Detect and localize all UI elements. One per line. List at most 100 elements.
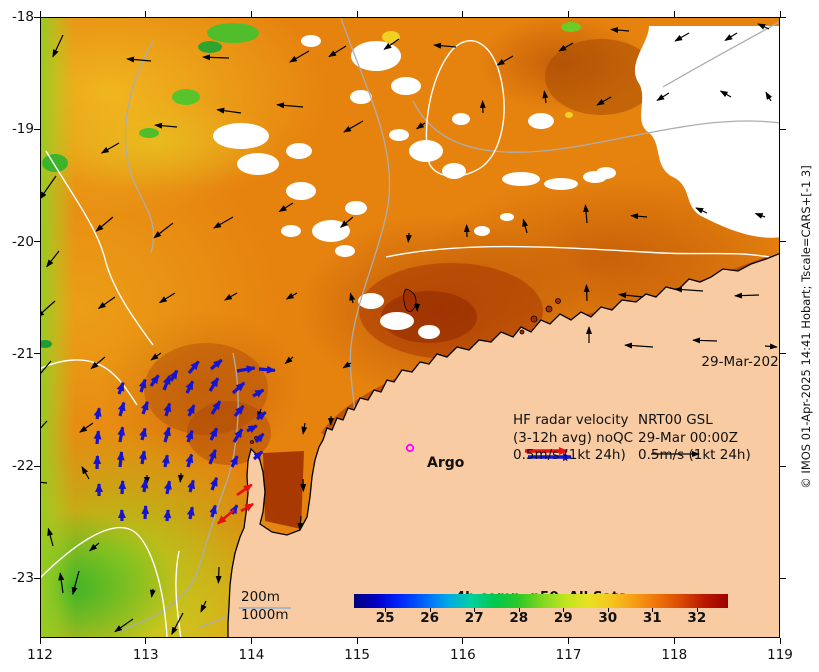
no-data-cloud-patch: [596, 167, 616, 179]
y-tick-label: -22: [11, 458, 34, 475]
colorbar-tick: [429, 608, 431, 612]
geostrophic-current-arrow: [583, 204, 590, 224]
hf-radar-velocity-arrow: [117, 401, 126, 417]
geostrophic-current-arrow: [89, 542, 100, 552]
geostrophic-current-arrow: [583, 284, 590, 302]
x-axis-tick-top: [779, 11, 781, 17]
no-data-cloud-patch: [312, 220, 350, 242]
hf-radar-velocity-arrow-red: [217, 509, 235, 525]
geostrophic-current-arrow: [496, 55, 514, 66]
geostrophic-current-arrow: [150, 352, 162, 361]
geostrophic-current-arrow: [610, 27, 630, 34]
warm-sst-patch: [263, 451, 304, 529]
warm-sst-patch: [187, 401, 271, 465]
hf-legend-line1: HF radar velocity: [513, 412, 629, 428]
white-contour: [175, 550, 182, 637]
geostrophic-current-arrow: [542, 90, 549, 104]
hf-radar-velocity-arrow: [209, 358, 223, 371]
colorbar-tick: [474, 608, 476, 612]
geostrophic-current-arrow: [71, 570, 80, 596]
geostrophic-current-arrow: [58, 572, 65, 594]
geostrophic-current-arrow: [79, 422, 94, 433]
no-data-cloud-patch: [389, 129, 409, 141]
geostrophic-current-arrow: [764, 343, 778, 350]
hf-radar-velocity-arrow: [232, 428, 244, 443]
hf-radar-velocity-arrow: [209, 504, 217, 518]
y-axis-tick: [34, 16, 40, 18]
no-data-cloud-patch: [418, 325, 440, 339]
no-data-cloud-patch: [500, 213, 514, 221]
hf-radar-velocity-arrow: [208, 377, 220, 392]
geostrophic-current-arrow: [216, 107, 242, 114]
y-tick-label: -18: [11, 9, 34, 25]
argo-float-marker: [405, 443, 415, 453]
depth-1000m-label: 1000m: [241, 607, 289, 623]
x-axis-tick: [356, 638, 358, 644]
map-overlay-svg: [41, 18, 779, 637]
y-axis-tick: [34, 128, 40, 130]
hf-radar-velocity-arrow: [164, 480, 172, 495]
hf-radar-velocity-arrow: [141, 505, 150, 520]
colorbar-tick-label: 30: [598, 610, 618, 626]
bathymetry-contour: [124, 40, 155, 254]
geostrophic-current-arrow: [171, 612, 184, 636]
white-contour: [41, 526, 168, 637]
no-data-cloud-patch: [345, 201, 367, 215]
hf-radar-velocity-arrow: [140, 479, 149, 493]
no-data-cloud-patch: [286, 143, 312, 159]
geostrophic-current-arrow: [114, 618, 134, 633]
y-axis-tick: [34, 577, 40, 579]
hf-radar-velocity-arrow: [185, 380, 195, 394]
geostrophic-current-arrow: [41, 420, 48, 429]
geostrophic-current-arrow: [97, 296, 116, 310]
hf-radar-velocity-arrow: [231, 381, 246, 395]
hf-radar-velocity-arrow: [187, 360, 200, 375]
colorbar-tick-label: 29: [553, 610, 573, 626]
geostrophic-current-arrow: [596, 96, 612, 106]
gsl-legend-line1: NRT00 GSL: [638, 412, 713, 428]
x-axis-tick-top: [568, 11, 570, 17]
geostrophic-current-arrow: [285, 292, 298, 300]
bathymetry-contour: [118, 352, 239, 632]
cool-sst-patch: [207, 23, 259, 43]
geostrophic-current-arrow: [695, 207, 708, 214]
gsl-legend-line2: 29-Mar 00:00Z: [638, 429, 738, 446]
x-tick-label: 117: [555, 647, 582, 663]
geostrophic-current-arrow: [618, 292, 644, 299]
hf-radar-velocity-arrow: [139, 427, 147, 441]
geostrophic-current-arrow: [765, 91, 773, 102]
geostrophic-current-arrow: [153, 222, 174, 239]
hf-radar-velocity-arrow: [233, 405, 245, 418]
hf-radar-velocity-arrow: [118, 480, 127, 495]
colorbar-tick: [385, 608, 387, 612]
y-axis-tick-right: [780, 241, 786, 243]
island: [545, 305, 553, 313]
x-axis-tick: [673, 638, 675, 644]
hf-radar-velocity-arrow: [254, 432, 265, 444]
geostrophic-current-arrow: [349, 292, 356, 304]
no-data-cloud-patch: [502, 172, 540, 186]
hf-radar-velocity-arrow: [117, 426, 126, 443]
x-axis-tick-top: [250, 11, 252, 17]
colorbar-tick: [607, 608, 609, 612]
geostrophic-current-arrow: [202, 54, 230, 61]
geostrophic-current-arrow: [81, 466, 90, 480]
geostrophic-current-arrow: [177, 472, 184, 483]
y-axis-tick-right: [780, 465, 786, 467]
geostrophic-current-arrow: [41, 175, 57, 200]
geostrophic-current-arrow: [339, 216, 354, 228]
island: [530, 315, 538, 323]
x-axis-tick-top: [39, 11, 41, 17]
no-data-cloud-patch: [286, 182, 316, 200]
hf-radar-velocity-arrow: [256, 410, 267, 421]
hf-radar-legend: HF radar velocity (3-12h avg) noQC 0.5m/…: [513, 412, 633, 465]
geostrophic-current-arrow: [276, 102, 304, 109]
sst-yellow-spot: [382, 31, 400, 43]
bathymetry-contour: [662, 21, 779, 88]
geostrophic-current-arrow: [200, 600, 207, 613]
x-axis-tick: [250, 638, 252, 644]
no-data-cloud-patch: [528, 113, 554, 129]
x-tick-label: 118: [661, 647, 688, 663]
hf-radar-velocity-arrow: [208, 449, 217, 465]
geostrophic-current-arrow: [674, 32, 690, 42]
